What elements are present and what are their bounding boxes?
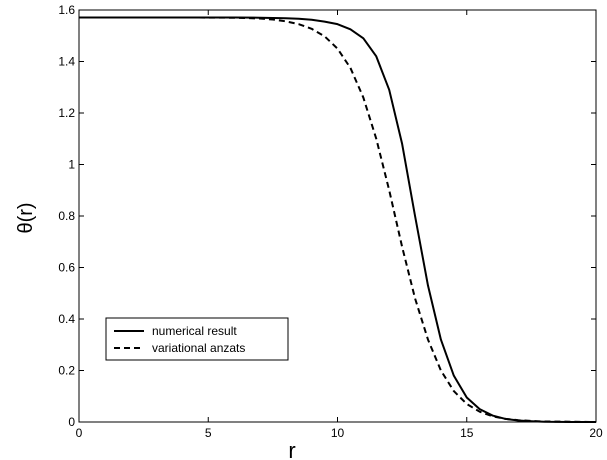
- y-tick-label: 1.6: [58, 3, 75, 17]
- legend: numerical result variational anzats: [105, 317, 289, 361]
- y-tick-label: 1: [68, 158, 75, 172]
- x-tick-label: 20: [589, 426, 603, 440]
- series-line-1: [79, 16, 596, 423]
- y-tick-label: 1.2: [58, 106, 75, 120]
- x-tick-label: 15: [460, 426, 474, 440]
- y-tick-label: 0: [68, 415, 75, 429]
- x-tick-label: 10: [331, 426, 345, 440]
- x-axis-title: r: [288, 438, 295, 460]
- y-axis-title: θ(r): [15, 202, 37, 233]
- y-tick-label: 0.8: [58, 209, 75, 223]
- series-line-2: [79, 16, 597, 423]
- y-tick-label: 0.4: [58, 312, 75, 326]
- y-tick-label: 0.6: [58, 261, 75, 275]
- axis-tick-labels: 0 5 10 15 20 0 0.2 0.4 0.6 0.8 1 1.2 1.4 1.6: [58, 3, 603, 440]
- legend-box: [105, 317, 289, 361]
- legend-label-1: numerical result: [152, 324, 237, 338]
- y-tick-label: 1.4: [58, 55, 75, 69]
- y-tick-label: 0.2: [58, 364, 75, 378]
- x-tick-label: 5: [205, 426, 212, 440]
- legend-label-2: variational anzats: [152, 341, 245, 355]
- series-lines: [79, 16, 597, 423]
- x-tick-label: 0: [76, 426, 83, 440]
